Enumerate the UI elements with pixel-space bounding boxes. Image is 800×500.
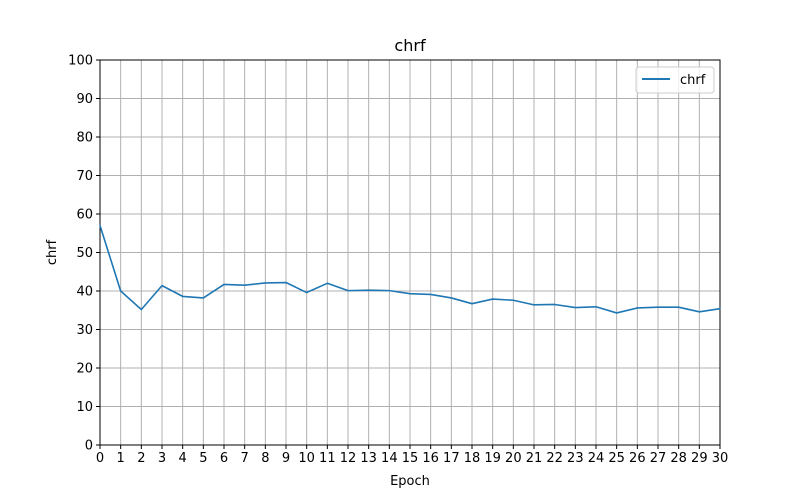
x-tick-label: 7: [241, 451, 249, 466]
x-tick-label: 20: [505, 451, 522, 466]
x-tick-label: 2: [137, 451, 145, 466]
y-tick-label: 50: [76, 246, 93, 261]
x-tick-label: 12: [340, 451, 357, 466]
y-tick-label: 0: [85, 439, 93, 454]
legend: chrf: [635, 66, 715, 94]
x-tick-label: 29: [691, 451, 708, 466]
x-tick-label: 22: [546, 451, 563, 466]
y-tick-label: 70: [76, 169, 93, 184]
x-tick-label: 1: [117, 451, 125, 466]
chart-title: chrf: [394, 36, 426, 55]
x-tick-label: 0: [96, 451, 104, 466]
x-tick-label: 26: [629, 451, 646, 466]
x-tick-label: 11: [319, 451, 336, 466]
x-tick-label: 15: [402, 451, 419, 466]
x-tick-label: 25: [608, 451, 625, 466]
legend-box: [635, 66, 715, 94]
y-tick-label: 10: [76, 400, 93, 415]
legend-label: chrf: [680, 73, 706, 88]
x-tick-label: 14: [381, 451, 398, 466]
x-tick-label: 5: [199, 451, 207, 466]
y-tick-label: 30: [76, 323, 93, 338]
x-tick-label: 17: [443, 451, 460, 466]
x-tick-label: 16: [422, 451, 439, 466]
x-tick-label: 27: [650, 451, 667, 466]
y-tick-label: 90: [76, 92, 93, 107]
series-line-chrf: [99, 224, 721, 314]
x-tick-label: 24: [588, 451, 605, 466]
y-tick-label: 40: [76, 285, 93, 300]
x-tick-label: 21: [526, 451, 543, 466]
y-axis-label: chrf: [45, 239, 60, 265]
x-tick-label: 8: [261, 451, 269, 466]
x-tick-label: 3: [158, 451, 166, 466]
y-tick-label: 60: [76, 208, 93, 223]
series-layer: [99, 224, 721, 314]
y-tick-label: 100: [68, 54, 93, 69]
y-axis-ticks: 0 10 20 30 40 50 60 70 80 90 100: [68, 54, 100, 454]
x-tick-label: 10: [298, 451, 315, 466]
x-axis-ticks: 0 1 2 3 4 5 6 7 8 9 10 11 12 13 14 15 16 17 18 19 20 21 22 23 24…: [96, 445, 728, 466]
x-tick-label: 23: [567, 451, 584, 466]
y-tick-label: 20: [76, 362, 93, 377]
y-tick-label: 80: [76, 131, 93, 146]
x-tick-label: 19: [484, 451, 501, 466]
x-tick-label: 9: [282, 451, 290, 466]
x-tick-label: 4: [179, 451, 187, 466]
x-tick-label: 13: [360, 451, 377, 466]
x-tick-label: 28: [670, 451, 687, 466]
x-tick-label: 30: [712, 451, 729, 466]
x-tick-label: 18: [464, 451, 481, 466]
x-tick-label: 6: [220, 451, 228, 466]
x-axis-label: Epoch: [390, 474, 430, 489]
